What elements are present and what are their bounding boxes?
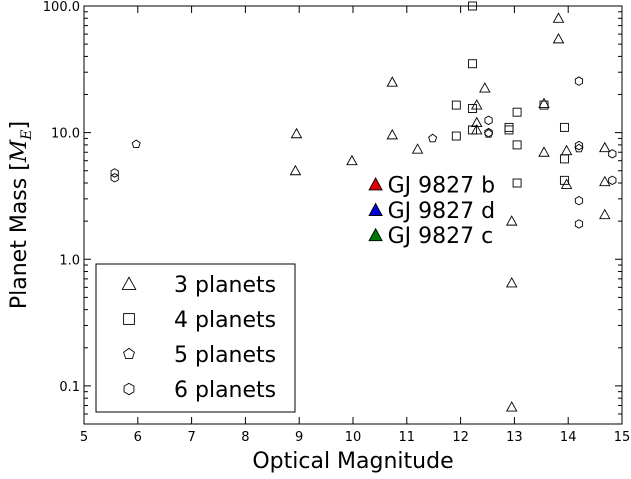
y-axis-label-sub: E bbox=[19, 129, 35, 140]
point-4-planets bbox=[504, 125, 514, 135]
point-3-planets bbox=[290, 127, 303, 139]
point-3-planets bbox=[552, 32, 565, 44]
highlight-marker bbox=[368, 227, 383, 242]
legend-box bbox=[95, 263, 296, 413]
y-tick-label: 100.0 bbox=[43, 0, 80, 15]
point-6-planets bbox=[110, 173, 119, 183]
axis-ticks bbox=[83, 5, 623, 424]
point-3-planets bbox=[386, 128, 399, 140]
point-3-planets bbox=[538, 97, 550, 108]
y-tick-label: 10.0 bbox=[51, 127, 80, 142]
point-4-planets bbox=[451, 131, 461, 141]
x-tick-label: 5 bbox=[80, 430, 88, 445]
point-4-planets bbox=[467, 59, 477, 69]
point-3-planets bbox=[505, 215, 518, 226]
point-4-planets bbox=[559, 175, 569, 185]
highlight-label: GJ 9827 d bbox=[388, 199, 495, 224]
y-axis-label: Planet Mass [ME] bbox=[7, 121, 35, 309]
legend-entries: 3 planets 4 planets 5 planets 6 planets bbox=[121, 273, 276, 403]
tick-labels: 5 6 7 8 9 10 11 12 13 14 15 0.1 1.0 10.0 100.0 bbox=[43, 0, 630, 445]
point-6-planets bbox=[484, 127, 493, 138]
highlight-label: GJ 9827 c bbox=[388, 224, 494, 249]
point-4-planets bbox=[512, 178, 522, 188]
legend: 3 planets 4 planets 5 planets 6 planets bbox=[95, 263, 296, 413]
legend-label: 5 planets bbox=[174, 343, 276, 368]
point-6-planets bbox=[608, 175, 617, 186]
point-3-planets bbox=[479, 82, 491, 93]
point-3-planets bbox=[538, 146, 550, 157]
legend-marker-square bbox=[123, 313, 135, 325]
x-tick-label: 15 bbox=[614, 430, 631, 445]
point-3-planets bbox=[599, 141, 611, 153]
highlight-marker bbox=[368, 202, 383, 216]
point-3-planets bbox=[505, 401, 518, 412]
x-tick-label: 7 bbox=[187, 430, 195, 445]
data-markers bbox=[110, 1, 617, 412]
legend-marker-hexagon bbox=[123, 382, 135, 396]
point-4-planets bbox=[467, 125, 477, 135]
legend-label: 6 planets bbox=[174, 378, 276, 403]
x-tick-label: 13 bbox=[506, 430, 523, 445]
point-4-planets bbox=[451, 100, 461, 110]
point-3-planets bbox=[411, 143, 424, 154]
x-tick-label: 11 bbox=[399, 430, 416, 445]
point-6-planets bbox=[574, 219, 584, 229]
point-6-planets bbox=[574, 140, 584, 151]
point-4-planets bbox=[467, 104, 477, 113]
y-axis-label-close: ] bbox=[7, 121, 32, 130]
point-3-planets bbox=[599, 208, 611, 220]
point-3-planets bbox=[289, 164, 302, 176]
point-3-planets bbox=[552, 12, 565, 23]
point-6-planets bbox=[574, 76, 584, 86]
point-4-planets bbox=[512, 140, 522, 150]
highlight-label: GJ 9827 b bbox=[388, 173, 495, 198]
point-4-planets bbox=[559, 122, 569, 132]
legend-label: 4 planets bbox=[174, 308, 276, 333]
point-4-planets bbox=[512, 107, 522, 117]
legend-marker-pentagon bbox=[123, 347, 135, 360]
point-4-planets bbox=[539, 100, 549, 110]
legend-marker-triangle bbox=[121, 276, 137, 290]
point-6-planets bbox=[608, 149, 617, 159]
x-tick-label: 9 bbox=[295, 430, 303, 445]
highlight-annotations: GJ 9827 bGJ 9827 dGJ 9827 c bbox=[368, 173, 495, 249]
point-6-planets bbox=[484, 115, 493, 126]
x-tick-label: 8 bbox=[241, 430, 249, 445]
point-3-planets bbox=[505, 277, 518, 288]
x-tick-label: 10 bbox=[345, 430, 362, 445]
y-axis-label-math: M bbox=[7, 139, 32, 163]
point-6-planets bbox=[574, 195, 584, 206]
highlight-marker bbox=[368, 176, 383, 191]
point-5-planets bbox=[428, 133, 438, 143]
x-axis-label: Optical Magnitude bbox=[252, 449, 453, 474]
x-tick-label: 14 bbox=[560, 430, 577, 445]
point-4-planets bbox=[559, 154, 569, 164]
point-5-planets bbox=[131, 139, 141, 149]
plot-frame bbox=[83, 5, 623, 425]
y-axis-label-text: Planet Mass [ bbox=[7, 162, 32, 309]
y-tick-label: 0.1 bbox=[59, 380, 80, 395]
x-tick-label: 12 bbox=[452, 430, 469, 445]
point-3-planets bbox=[386, 76, 399, 87]
point-6-planets bbox=[110, 168, 119, 178]
point-3-planets bbox=[346, 154, 358, 166]
legend-label: 3 planets bbox=[174, 273, 276, 298]
point-3-planets bbox=[599, 175, 611, 187]
x-tick-label: 6 bbox=[134, 430, 142, 445]
y-tick-label: 1.0 bbox=[59, 253, 80, 268]
